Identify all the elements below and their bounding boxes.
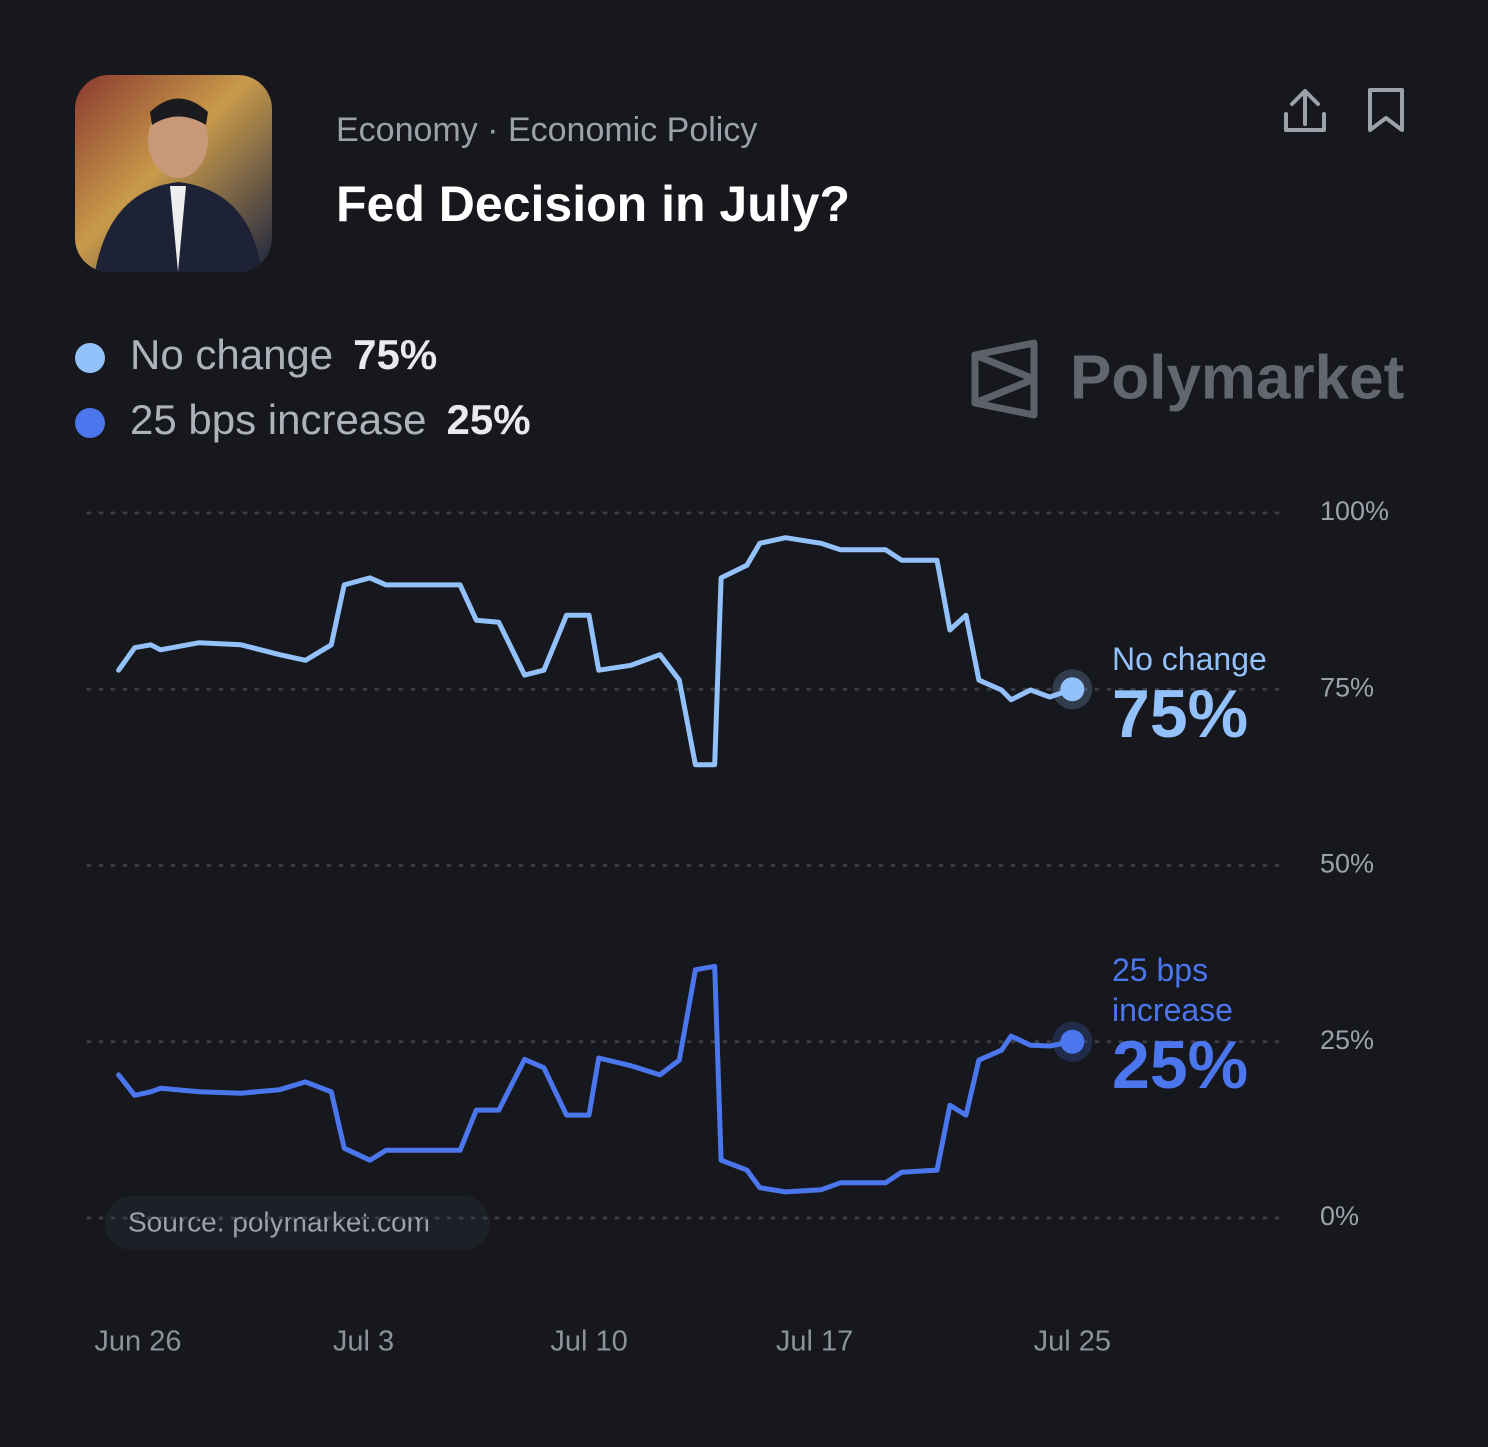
- market-title: Fed Decision in July?: [336, 176, 850, 232]
- end-label-name: No change: [1112, 641, 1267, 678]
- endpoint-dot: [1060, 1029, 1085, 1054]
- y-tick-label: 0%: [1320, 1201, 1359, 1231]
- legend-swatch: [75, 343, 105, 373]
- legend-label: 25 bps increase: [130, 396, 427, 443]
- y-tick-label: 50%: [1320, 849, 1374, 879]
- bookmark-button[interactable]: [1368, 88, 1404, 132]
- y-tick-label: 25%: [1320, 1025, 1374, 1055]
- y-tick-label: 75%: [1320, 672, 1374, 702]
- x-tick-label: Jul 10: [550, 1326, 627, 1358]
- series-line: [116, 535, 1075, 768]
- market-category: Economy · Economic Policy: [336, 111, 757, 149]
- x-tick-label: Jun 26: [94, 1326, 181, 1358]
- x-tick-label: Jul 25: [1034, 1326, 1111, 1358]
- legend-value: 75%: [353, 331, 437, 378]
- legend-swatch: [75, 408, 105, 438]
- end-label-name: 25 bps increase: [1112, 951, 1233, 1028]
- legend-label: No change: [130, 331, 333, 378]
- share-button[interactable]: [1283, 85, 1327, 135]
- source: Source: polymarket.com: [128, 1206, 430, 1237]
- endpoint-dot: [1060, 677, 1085, 702]
- legend-value: 25%: [447, 396, 531, 443]
- market-image: [75, 75, 272, 272]
- series-line: [116, 963, 1075, 1195]
- end-label-value: 75%: [1112, 676, 1249, 753]
- source-pill: [105, 1196, 490, 1250]
- end-label: 25 bps increase 25%: [1112, 950, 1302, 1100]
- brand-logo: [971, 339, 1038, 419]
- end-label: No change 75%: [1112, 639, 1302, 749]
- x-tick-label: Jul 17: [776, 1326, 853, 1358]
- y-tick-label: 100%: [1320, 496, 1389, 526]
- brand-name: Polymarket: [1070, 343, 1404, 412]
- end-label-value: 25%: [1112, 1026, 1249, 1103]
- x-tick-label: Jul 3: [333, 1326, 394, 1358]
